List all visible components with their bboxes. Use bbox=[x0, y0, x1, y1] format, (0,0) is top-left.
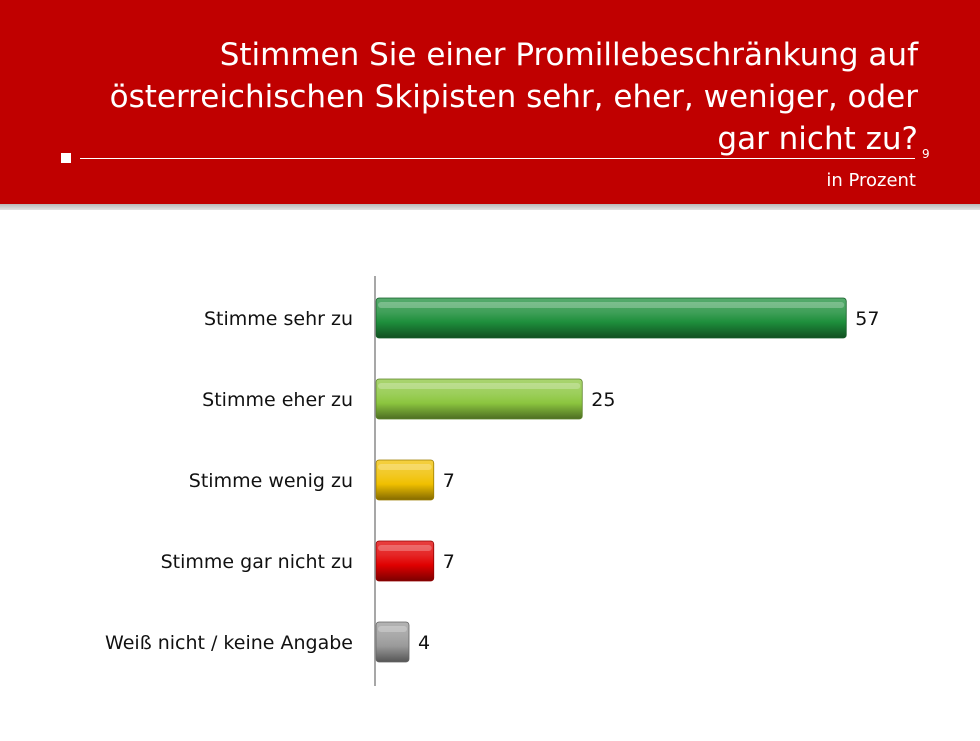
bullet-square-icon bbox=[61, 153, 71, 163]
bar-2 bbox=[375, 378, 583, 420]
page-number: 9 bbox=[922, 147, 930, 161]
page-title: Stimmen Sie einer Promillebeschränkung a… bbox=[58, 34, 918, 160]
value-label-5: 4 bbox=[418, 632, 430, 654]
bar-5 bbox=[375, 621, 410, 663]
bar-4 bbox=[375, 540, 435, 582]
bar-highlight-1 bbox=[378, 302, 845, 308]
value-label-3: 7 bbox=[443, 470, 455, 492]
bar-highlight-4 bbox=[378, 545, 432, 551]
category-label-5: Weiß nicht / keine Angabe bbox=[105, 632, 353, 654]
category-label-4: Stimme gar nicht zu bbox=[161, 551, 353, 573]
bar-highlight-3 bbox=[378, 464, 432, 470]
category-label-1: Stimme sehr zu bbox=[204, 308, 353, 330]
unit-label: in Prozent bbox=[826, 170, 916, 191]
title-line-2: österreichischen Skipisten sehr, eher, w… bbox=[109, 79, 918, 115]
bar-1 bbox=[375, 297, 847, 339]
value-label-4: 7 bbox=[443, 551, 455, 573]
header-shadow bbox=[0, 204, 980, 210]
title-banner: Stimmen Sie einer Promillebeschränkung a… bbox=[0, 0, 980, 204]
bar-3 bbox=[375, 459, 435, 501]
value-label-1: 57 bbox=[855, 308, 879, 330]
category-label-3: Stimme wenig zu bbox=[189, 470, 353, 492]
title-line-3: gar nicht zu? bbox=[717, 121, 918, 157]
title-divider bbox=[80, 158, 915, 159]
bar-highlight-2 bbox=[378, 383, 581, 389]
value-label-2: 25 bbox=[591, 389, 615, 411]
category-label-2: Stimme eher zu bbox=[202, 389, 353, 411]
bar-highlight-5 bbox=[378, 626, 407, 632]
title-line-1: Stimmen Sie einer Promillebeschränkung a… bbox=[219, 37, 918, 73]
